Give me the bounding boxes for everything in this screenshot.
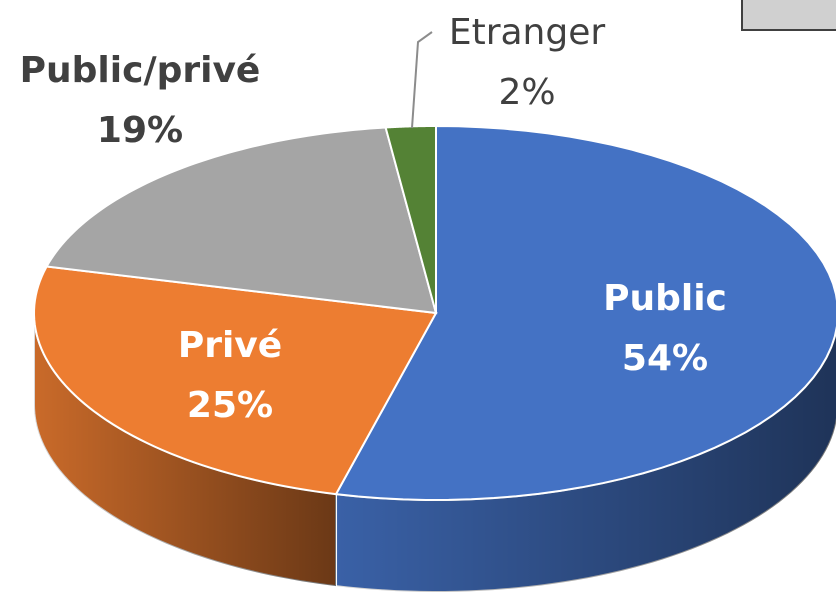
pie-side-shade [336, 331, 836, 592]
value-label: 2% [498, 72, 555, 113]
labels: Public 54% Privé 25% Public/privé 19% Etranger… [20, 12, 727, 426]
pie-slice [384, 125, 437, 314]
pie-slice [33, 265, 438, 496]
slice-label: Public [603, 278, 727, 319]
pie-side-shade [34, 313, 337, 587]
legend-box [741, 0, 836, 31]
pie-tops [33, 124, 836, 501]
pie-slice [334, 124, 836, 501]
value-label: 25% [187, 385, 273, 426]
leader-line [411, 31, 433, 129]
slice-label: Public/privé [20, 50, 261, 91]
slice-label: Etranger [449, 12, 606, 53]
value-label: 54% [622, 338, 708, 379]
slice-label: Privé [178, 325, 282, 366]
pie-slice [45, 126, 438, 315]
value-label: 19% [97, 110, 183, 151]
